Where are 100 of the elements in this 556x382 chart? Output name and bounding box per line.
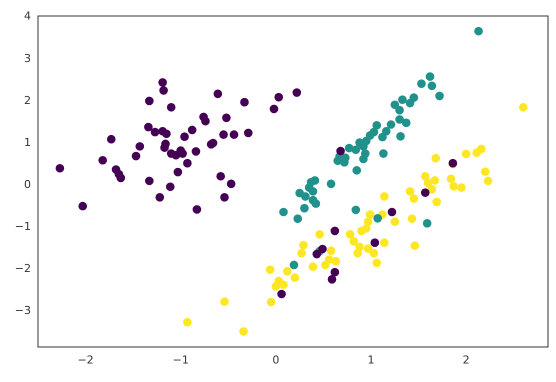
point [352, 206, 360, 214]
point [183, 318, 192, 326]
x-tick-label: 0 [272, 353, 280, 366]
point [308, 187, 318, 196]
y-tick-label: 2 [24, 94, 31, 107]
point [174, 168, 182, 176]
point [277, 290, 286, 298]
point [370, 248, 378, 258]
point [162, 129, 171, 138]
point [301, 192, 310, 201]
point [106, 134, 116, 144]
point [244, 128, 253, 138]
point [144, 122, 153, 132]
point [158, 78, 167, 87]
point [390, 100, 400, 110]
point [166, 102, 176, 112]
point [395, 115, 404, 124]
point [272, 282, 280, 291]
point [299, 240, 308, 250]
point [330, 268, 340, 276]
point [406, 187, 414, 196]
point [155, 192, 164, 202]
point [396, 132, 405, 141]
point [159, 86, 168, 95]
point [432, 198, 441, 206]
point [406, 98, 414, 108]
point [480, 167, 490, 176]
point [422, 219, 432, 228]
point [450, 182, 458, 191]
point [326, 180, 336, 188]
point [386, 120, 396, 129]
point [183, 158, 192, 168]
point [474, 26, 483, 36]
point [435, 92, 444, 100]
point [446, 174, 456, 184]
point [378, 132, 387, 142]
point [180, 132, 189, 142]
point [344, 144, 354, 152]
point [430, 176, 440, 185]
point [318, 244, 327, 254]
point [220, 297, 229, 306]
point [290, 273, 300, 282]
point [332, 256, 340, 266]
point [293, 214, 302, 224]
point [201, 116, 210, 126]
point [220, 192, 229, 202]
point [431, 154, 440, 162]
point [410, 194, 418, 203]
point [300, 204, 309, 213]
point [116, 174, 126, 182]
point [216, 172, 225, 181]
point [395, 106, 404, 115]
point [279, 208, 288, 216]
point [145, 96, 154, 106]
point [136, 142, 144, 151]
point [390, 217, 400, 226]
point [274, 92, 284, 102]
point [98, 156, 107, 165]
point [56, 164, 64, 173]
point [219, 130, 228, 139]
point [279, 280, 288, 290]
point [308, 262, 318, 271]
y-tick-label: 0 [24, 178, 31, 191]
point [336, 146, 345, 156]
point [188, 126, 196, 134]
point [150, 128, 160, 136]
point [426, 72, 434, 81]
point [321, 260, 330, 270]
x-tick-label: −2 [77, 353, 94, 366]
point [457, 183, 466, 192]
point [420, 188, 430, 197]
point [462, 150, 470, 158]
point [424, 178, 432, 188]
point [379, 149, 388, 158]
point [330, 226, 340, 236]
point [366, 210, 374, 219]
point [353, 248, 362, 258]
point [388, 208, 396, 216]
x-tick-label: 1 [368, 353, 375, 366]
point [192, 147, 200, 156]
point [428, 82, 436, 90]
point [398, 95, 407, 104]
point [145, 176, 154, 186]
point [370, 238, 380, 247]
point [270, 104, 278, 114]
point [328, 274, 336, 284]
y-tick-label: −2 [14, 262, 31, 276]
point [192, 205, 202, 214]
y-tick-label: 1 [24, 136, 31, 149]
point [402, 118, 411, 128]
point [239, 327, 248, 336]
point [359, 154, 368, 164]
point [372, 258, 382, 268]
point [410, 241, 420, 250]
point [326, 246, 336, 255]
point [292, 88, 302, 97]
point [364, 217, 372, 226]
point [240, 98, 249, 107]
point [352, 166, 362, 175]
y-tick-label: 4 [24, 10, 31, 23]
